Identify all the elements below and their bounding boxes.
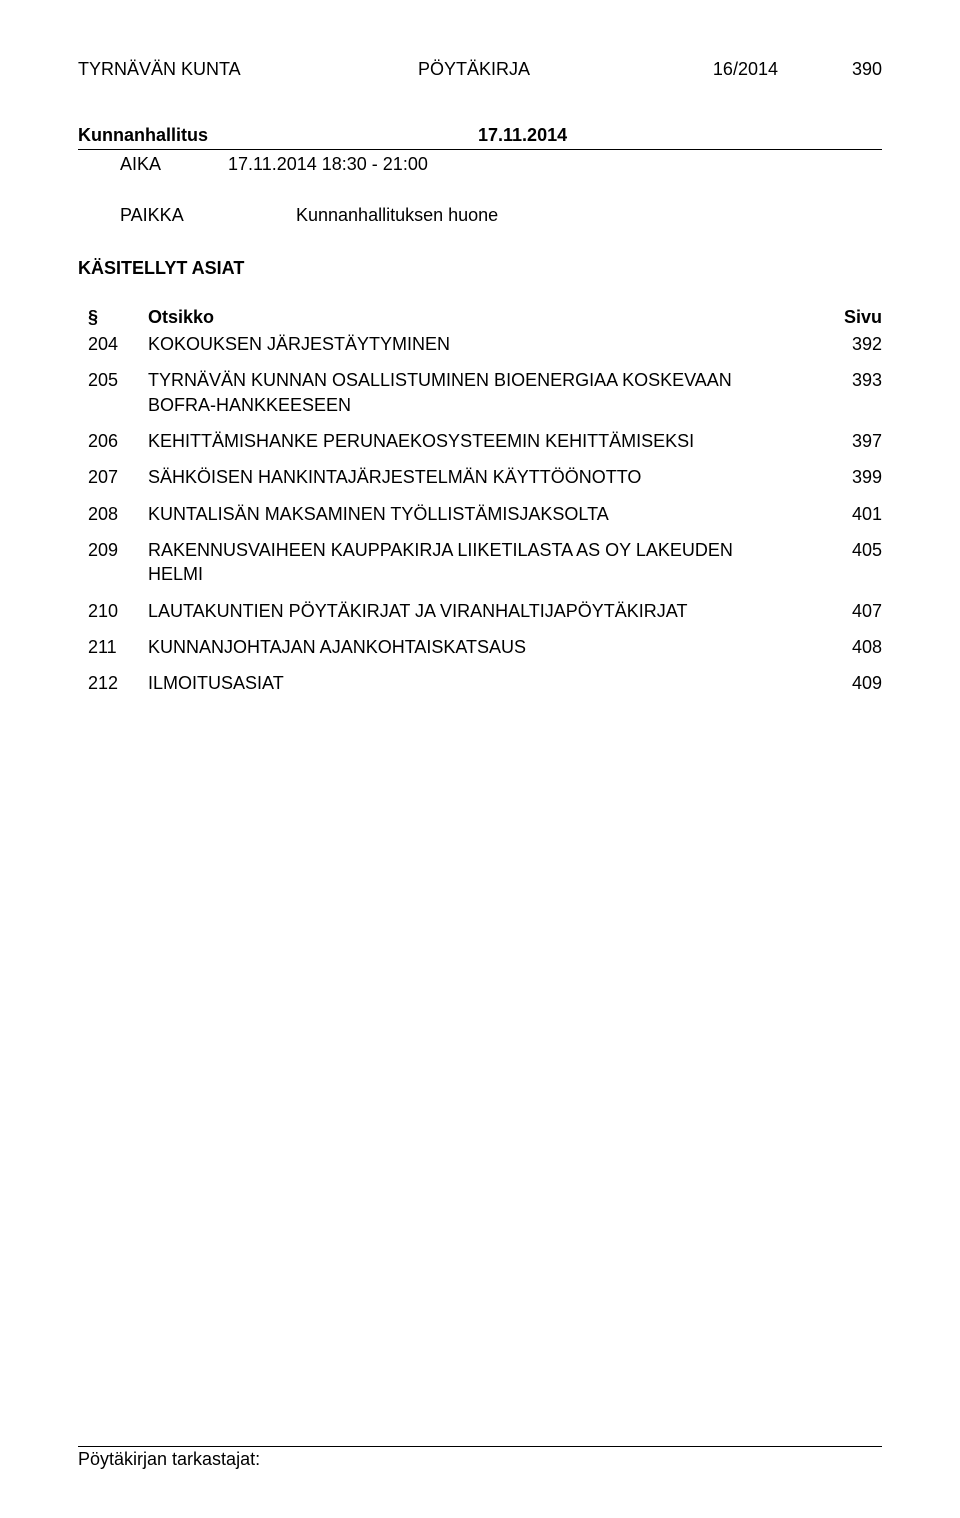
table-row: 207SÄHKÖISEN HANKINTAJÄRJESTELMÄN KÄYTTÖ…	[78, 465, 882, 489]
row-section: 209	[78, 538, 148, 562]
row-section: 208	[78, 502, 148, 526]
col-section-header: §	[78, 307, 148, 328]
table-row: 206KEHITTÄMISHANKE PERUNAEKOSYSTEEMIN KE…	[78, 429, 882, 453]
paikka-value: Kunnanhallituksen huone	[296, 203, 498, 228]
row-page: 405	[812, 538, 882, 562]
meeting-place-row: PAIKKA Kunnanhallituksen huone	[78, 203, 882, 228]
row-section: 207	[78, 465, 148, 489]
page-header: TYRNÄVÄN KUNTA PÖYTÄKIRJA 16/2014 390	[78, 58, 882, 81]
row-page: 407	[812, 599, 882, 623]
col-page-header: Sivu	[812, 307, 882, 328]
row-section: 206	[78, 429, 148, 453]
agenda-table-header: § Otsikko Sivu	[78, 307, 882, 328]
row-page: 409	[812, 671, 882, 695]
row-section: 211	[78, 635, 148, 659]
row-title: KOKOUKSEN JÄRJESTÄYTYMINEN	[148, 332, 812, 356]
agenda-rows: 204KOKOUKSEN JÄRJESTÄYTYMINEN392 205TYRNÄ…	[78, 332, 882, 695]
table-row: 210LAUTAKUNTIEN PÖYTÄKIRJAT JA VIRANHALT…	[78, 599, 882, 623]
meeting-body-row: Kunnanhallitus 17.11.2014	[78, 123, 882, 149]
meeting-time-row: AIKA 17.11.2014 18:30 - 21:00	[78, 152, 882, 177]
row-title: ILMOITUSASIAT	[148, 671, 812, 695]
meeting-body-date: 17.11.2014	[478, 123, 567, 148]
row-page: 397	[812, 429, 882, 453]
row-title: RAKENNUSVAIHEEN KAUPPAKIRJA LIIKETILASTA…	[148, 538, 812, 587]
footer: Pöytäkirjan tarkastajat:	[78, 1446, 882, 1470]
row-page: 408	[812, 635, 882, 659]
row-title: LAUTAKUNTIEN PÖYTÄKIRJAT JA VIRANHALTIJA…	[148, 599, 812, 623]
row-section: 210	[78, 599, 148, 623]
row-section: 205	[78, 368, 148, 392]
col-title-header: Otsikko	[148, 307, 812, 328]
row-title: KUNTALISÄN MAKSAMINEN TYÖLLISTÄMISJAKSOL…	[148, 502, 812, 526]
header-page-number: 390	[778, 58, 882, 81]
meeting-body: Kunnanhallitus	[78, 123, 478, 148]
row-title: TYRNÄVÄN KUNNAN OSALLISTUMINEN BIOENERGI…	[148, 368, 812, 417]
row-page: 399	[812, 465, 882, 489]
row-page: 393	[812, 368, 882, 392]
sections-heading: KÄSITELLYT ASIAT	[78, 256, 882, 281]
header-doc-number: 16/2014	[658, 58, 778, 81]
table-row: 211KUNNANJOHTAJAN AJANKOHTAISKATSAUS408	[78, 635, 882, 659]
row-title: KEHITTÄMISHANKE PERUNAEKOSYSTEEMIN KEHIT…	[148, 429, 812, 453]
row-page: 401	[812, 502, 882, 526]
table-row: 205TYRNÄVÄN KUNNAN OSALLISTUMINEN BIOENE…	[78, 368, 882, 417]
table-row: 209RAKENNUSVAIHEEN KAUPPAKIRJA LIIKETILA…	[78, 538, 882, 587]
table-row: 212ILMOITUSASIAT409	[78, 671, 882, 695]
row-section: 204	[78, 332, 148, 356]
header-org: TYRNÄVÄN KUNTA	[78, 58, 418, 81]
row-page: 392	[812, 332, 882, 356]
table-row: 204KOKOUKSEN JÄRJESTÄYTYMINEN392	[78, 332, 882, 356]
row-title: KUNNANJOHTAJAN AJANKOHTAISKATSAUS	[148, 635, 812, 659]
footer-text: Pöytäkirjan tarkastajat:	[78, 1449, 260, 1469]
table-row: 208KUNTALISÄN MAKSAMINEN TYÖLLISTÄMISJAK…	[78, 502, 882, 526]
page: TYRNÄVÄN KUNTA PÖYTÄKIRJA 16/2014 390 Ku…	[0, 0, 960, 1518]
header-doc-type: PÖYTÄKIRJA	[418, 58, 658, 81]
paikka-label: PAIKKA	[120, 203, 296, 228]
row-title: SÄHKÖISEN HANKINTAJÄRJESTELMÄN KÄYTTÖÖNO…	[148, 465, 812, 489]
agenda-table: § Otsikko Sivu 204KOKOUKSEN JÄRJESTÄYTYM…	[78, 307, 882, 695]
aika-value: 17.11.2014 18:30 - 21:00	[228, 152, 428, 177]
aika-label: AIKA	[120, 152, 228, 177]
meeting-meta: Kunnanhallitus 17.11.2014 AIKA 17.11.201…	[78, 123, 882, 281]
row-section: 212	[78, 671, 148, 695]
